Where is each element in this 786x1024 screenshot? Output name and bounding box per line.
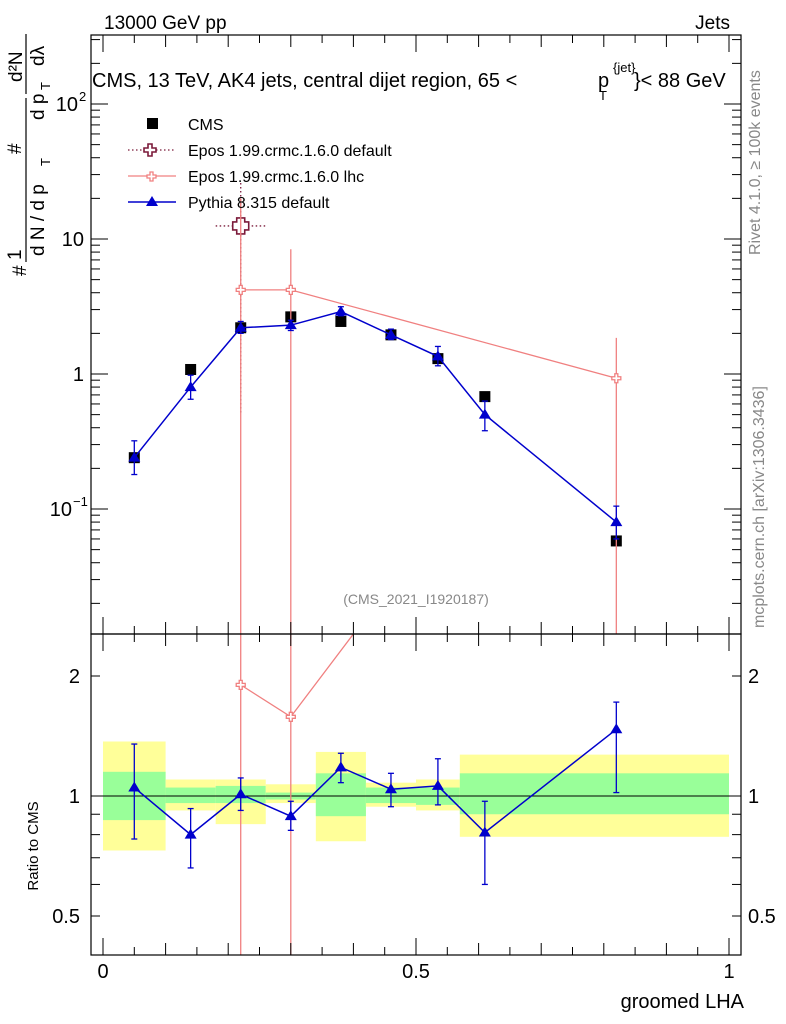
main-ytick-label-2: 10 [62, 229, 84, 251]
ratio-series-1-point-8 [610, 723, 623, 734]
title-p: p [598, 70, 609, 92]
ratio-series-1-point-4 [334, 761, 347, 772]
ylabel-hash-2: # [5, 143, 26, 154]
legend-entry-epos-lhc: Epos 1.99.crmc.1.6.0 lhc [128, 169, 364, 186]
ratio-series-1 [128, 701, 623, 886]
legend-entry-epos-default: Epos 1.99.crmc.1.6.0 default [128, 143, 392, 160]
main-series-2-line [240, 289, 617, 379]
main-ytick-label-exp-3: 2 [79, 89, 86, 104]
ratio-ytick-label-r-1: 1 [748, 786, 759, 808]
main-series-3-line [133, 310, 617, 523]
header-left: 13000 GeV pp [104, 13, 227, 34]
xtick-label-0: 0 [97, 961, 108, 983]
main-series-2 [235, 198, 622, 634]
band-green-7 [459, 773, 729, 815]
ratio-ylabel: Ratio to CMS [25, 801, 42, 890]
ylabel-dpt: d p [28, 94, 49, 120]
ratio-series-1-point-2 [234, 788, 247, 799]
ylabel-one: 1 [5, 249, 26, 260]
x-axis-label: groomed LHA [621, 991, 745, 1013]
title-lead: CMS, 13 TeV, AK4 jets, central dijet reg… [92, 70, 517, 92]
title-sub: T [599, 88, 607, 103]
main-series-3-point-4 [334, 305, 347, 316]
legend-marker-epos-default [143, 143, 157, 157]
plot-title: CMS, 13 TeV, AK4 jets, central dijet reg… [92, 60, 726, 103]
main-series-2-point-2 [611, 373, 622, 384]
legend-entry-pythia: Pythia 8.315 default [128, 195, 330, 212]
main-series-3 [128, 305, 623, 540]
main-series-3-point-3 [284, 319, 297, 330]
header-right: Jets [695, 13, 730, 34]
ratio-series-0-point-0 [235, 679, 246, 691]
main-series-0-point-7 [479, 391, 491, 403]
main-series-3-point-8 [610, 516, 623, 527]
ratio-series-1-point-6 [431, 779, 444, 790]
main-series-3-point-1 [184, 381, 197, 392]
legend-marker-epos-lhc [146, 171, 157, 182]
ylabel-dn: d N / d p [28, 184, 49, 256]
legend-label-cms: CMS [188, 117, 224, 134]
main-ytick-label-1: 1 [73, 364, 84, 386]
ratio-series-0-line [240, 633, 354, 718]
main-plot-series [128, 182, 623, 634]
title-sup: {jet} [613, 60, 636, 75]
ratio-series-1-point-1 [184, 828, 197, 839]
ratio-ytick-label-r-0: 0.5 [748, 906, 776, 928]
ratio-series-1-point-5 [384, 783, 397, 794]
title-tail: }< 88 GeV [634, 70, 726, 92]
main-series-0-point-4 [335, 315, 347, 327]
ratio-ytick-label-l-1: 1 [69, 786, 80, 808]
legend-label-epos-lhc: Epos 1.99.crmc.1.6.0 lhc [188, 169, 364, 186]
main-series-3-point-5 [384, 328, 397, 339]
ratio-ytick-label-l-0: 0.5 [52, 906, 80, 928]
ratio-ytick-label-l-2: 2 [69, 666, 80, 688]
ylabel-t-2: T [38, 82, 53, 90]
legend-label-pythia: Pythia 8.315 default [188, 195, 330, 212]
main-series-2-point-1 [285, 284, 296, 296]
rivet-label: Rivet 4.1.0, ≥ 100k events [747, 70, 764, 255]
main-series-3-point-6 [431, 350, 444, 361]
ratio-series-1-point-0 [128, 781, 141, 792]
ratio-series-1-point-3 [284, 810, 297, 821]
analysis-watermark: (CMS_2021_I1920187) [343, 591, 489, 607]
xtick-label-1: 0.5 [402, 961, 430, 983]
ratio-series-1-point-7 [478, 826, 491, 837]
main-ytick-label-0: 10 [50, 499, 72, 521]
main-ytick-label-exp-0: −1 [73, 494, 88, 509]
main-ylabel: # 1 d N / d p T # d²N d p T dλ [5, 34, 53, 276]
ylabel-t-1: T [38, 158, 53, 166]
legend: CMS Epos 1.99.crmc.1.6.0 default Epos 1.… [128, 117, 392, 212]
ylabel-dl: dλ [28, 45, 49, 66]
main-ytick-label-3: 10 [56, 94, 78, 116]
band-green-1 [165, 787, 216, 804]
legend-marker-cms [147, 118, 158, 129]
main-series-0 [128, 311, 622, 547]
main-series-2-point-0 [235, 284, 246, 296]
axis-ticks [91, 35, 741, 955]
main-series-3-point-7 [478, 408, 491, 419]
legend-marker-pythia [146, 196, 158, 206]
xtick-label-2: 1 [723, 961, 734, 983]
main-series-3-point-2 [234, 321, 247, 332]
ylabel-d2n: d²N [6, 51, 27, 82]
main-series-3-point-0 [128, 451, 141, 462]
mcplots-label: mcplots.cern.ch [arXiv:1306.3436] [751, 386, 768, 628]
legend-entry-cms: CMS [147, 117, 224, 134]
ratio-ytick-label-r-2: 2 [748, 666, 759, 688]
ylabel-hash-1: # [10, 265, 31, 276]
legend-label-epos-default: Epos 1.99.crmc.1.6.0 default [188, 143, 392, 160]
main-series-0-point-1 [185, 363, 197, 375]
ratio-plot-series [128, 633, 623, 955]
ratio-series-0-point-1 [285, 711, 296, 722]
